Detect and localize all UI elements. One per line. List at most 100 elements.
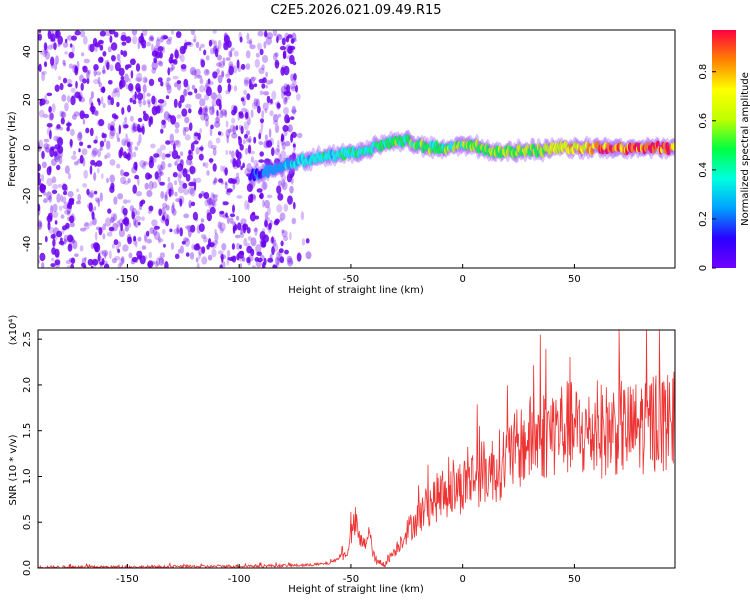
noise-blob	[184, 238, 190, 247]
noise-blob	[60, 117, 65, 125]
noise-blob	[95, 71, 102, 76]
noise-blob	[220, 109, 227, 116]
noise-blob	[188, 200, 192, 208]
noise-blob	[250, 237, 257, 247]
noise-blob	[125, 133, 128, 143]
noise-blob	[176, 80, 182, 85]
noise-blob	[165, 218, 170, 227]
noise-blob	[99, 145, 103, 151]
noise-blob	[169, 133, 174, 143]
noise-blob	[247, 144, 252, 154]
noise-blob	[149, 34, 154, 40]
noise-blob	[174, 161, 178, 166]
noise-blob	[160, 34, 168, 40]
noise-blob	[97, 76, 101, 85]
noise-blob	[277, 193, 284, 201]
noise-blob	[172, 75, 179, 80]
noise-blob	[291, 109, 297, 114]
noise-blob	[168, 150, 173, 156]
noise-blob	[228, 128, 232, 134]
noise-blob	[231, 132, 238, 139]
noise-blob	[182, 168, 188, 178]
noise-blob	[66, 265, 72, 268]
noise-blob	[50, 33, 53, 42]
noise-blob	[152, 97, 158, 107]
noise-blob	[281, 174, 286, 183]
noise-blob	[176, 155, 181, 159]
noise-blob	[166, 39, 172, 45]
noise-blob	[56, 193, 61, 203]
noise-blob	[127, 199, 131, 204]
noise-blob	[258, 141, 264, 146]
noise-blob	[258, 67, 265, 75]
noise-blob	[179, 159, 184, 168]
noise-blob	[83, 58, 90, 64]
noise-blob	[250, 193, 256, 200]
noise-blob	[296, 252, 302, 262]
noise-blob	[133, 161, 138, 170]
noise-blob	[135, 83, 141, 92]
noise-blob	[198, 46, 202, 52]
noise-blob	[104, 251, 107, 259]
noise-blob	[127, 64, 132, 69]
noise-blob	[266, 206, 271, 216]
noise-blob	[125, 83, 129, 90]
noise-blob	[76, 94, 83, 100]
noise-blob	[59, 83, 64, 91]
noise-blob	[62, 225, 68, 231]
noise-blob	[231, 150, 235, 159]
colorbar-tick-label: 0.6	[698, 113, 709, 129]
noise-blob	[240, 97, 245, 102]
noise-blob	[224, 109, 228, 118]
spectrogram-y-tick-label: 0	[22, 145, 33, 151]
noise-blob	[153, 45, 160, 54]
noise-blob	[89, 220, 94, 227]
noise-blob	[283, 87, 289, 92]
noise-blob	[124, 116, 128, 123]
noise-blob	[80, 227, 87, 232]
noise-blob	[179, 245, 184, 254]
noise-blob	[200, 218, 205, 223]
noise-blob	[57, 35, 63, 45]
noise-blob	[240, 222, 243, 232]
noise-blob	[52, 183, 58, 190]
snr-x-ticks: -150 -100 -50 0 50	[116, 564, 581, 585]
noise-blob	[52, 211, 59, 219]
noise-blob	[236, 151, 242, 160]
noise-blob	[280, 133, 284, 143]
noise-blob	[52, 238, 56, 247]
noise-blob	[217, 54, 222, 61]
noise-blob	[158, 257, 165, 266]
noise-blob	[147, 260, 154, 268]
noise-blob	[39, 99, 43, 107]
noise-blob	[265, 140, 273, 148]
noise-blob	[142, 84, 147, 94]
noise-blob	[272, 30, 277, 37]
noise-blob	[54, 220, 58, 225]
noise-blob	[190, 30, 195, 36]
noise-blob	[93, 190, 98, 195]
noise-blob	[264, 199, 270, 209]
noise-blob	[49, 165, 52, 173]
noise-blob	[158, 61, 164, 67]
snr-x-tick-label: -100	[228, 574, 251, 585]
noise-blob	[68, 257, 74, 263]
noise-blob	[138, 221, 141, 226]
noise-blob	[259, 193, 264, 199]
noise-blob	[134, 174, 140, 180]
noise-blob	[109, 64, 114, 72]
noise-blob	[136, 141, 141, 147]
spectrogram-marks	[38, 30, 675, 268]
noise-blob	[195, 146, 200, 155]
spectrogram-x-tick-label: 0	[459, 274, 465, 285]
noise-blob	[274, 52, 279, 57]
snr-y-tick-label: 1.0	[22, 469, 33, 485]
noise-blob	[68, 51, 75, 59]
noise-blob	[251, 101, 258, 110]
noise-blob	[84, 222, 89, 227]
noise-blob	[283, 203, 289, 212]
noise-blob	[199, 98, 206, 107]
noise-blob	[94, 42, 101, 48]
noise-blob	[245, 63, 251, 70]
noise-blob	[67, 216, 71, 222]
